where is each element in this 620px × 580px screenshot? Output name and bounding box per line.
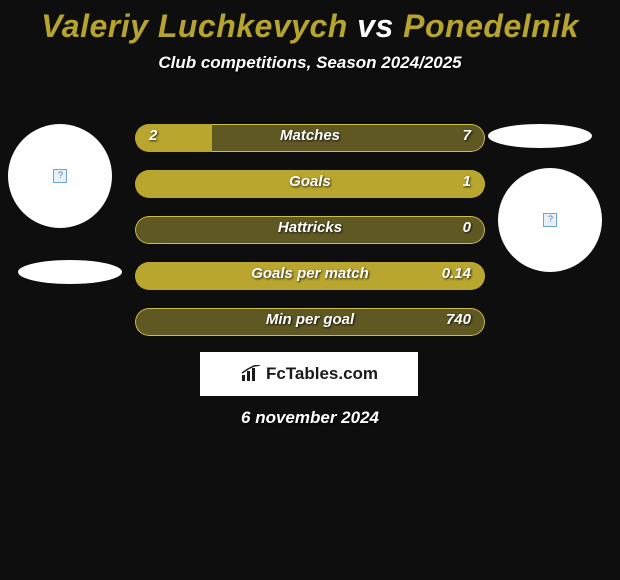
player2-name: Ponedelnik [403, 8, 579, 44]
stat-value-right: 1 [463, 173, 471, 190]
placeholder-image-icon [53, 169, 67, 183]
stat-value-right: 0.14 [442, 265, 471, 282]
page-title: Valeriy Luchkevych vs Ponedelnik [0, 0, 620, 45]
placeholder-image-icon [543, 213, 557, 227]
logo-text: FcTables.com [240, 364, 378, 384]
player1-name: Valeriy Luchkevych [41, 8, 348, 44]
player1-avatar [8, 124, 112, 228]
stat-label: Goals per match [135, 265, 485, 282]
stat-value-left: 2 [149, 127, 157, 144]
player2-avatar-wrap [498, 168, 602, 272]
stat-row: Matches2 7 [135, 124, 485, 152]
stat-label: Min per goal [135, 311, 485, 328]
stat-value-right: 0 [463, 219, 471, 236]
stat-label: Goals [135, 173, 485, 190]
fctables-logo: FcTables.com [200, 352, 418, 396]
vs-text: vs [357, 8, 394, 44]
stat-row: Goals1 [135, 170, 485, 198]
subtitle: Club competitions, Season 2024/2025 [0, 53, 620, 73]
date-text: 6 november 2024 [0, 408, 620, 428]
stats-bars: Matches2 7 Goals1 Hattricks0 Goals per match… [135, 124, 485, 354]
stat-label: Hattricks [135, 219, 485, 236]
player2-avatar [498, 168, 602, 272]
stat-row: Goals per match0.14 [135, 262, 485, 290]
chart-icon [240, 365, 262, 383]
stat-value-right: 7 [463, 127, 471, 144]
player1-shadow [18, 260, 122, 284]
stat-row: Min per goal740 [135, 308, 485, 336]
player2-shadow [488, 124, 592, 148]
stat-label: Matches [135, 127, 485, 144]
stat-row: Hattricks0 [135, 216, 485, 244]
player1-avatar-wrap [8, 124, 112, 228]
stat-value-right: 740 [446, 311, 471, 328]
logo-label: FcTables.com [266, 364, 378, 384]
